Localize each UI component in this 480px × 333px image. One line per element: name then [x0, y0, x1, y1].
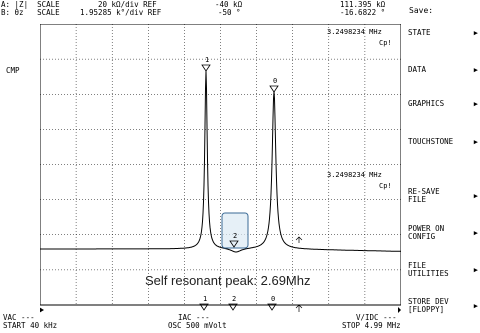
softkey-label: STORE DEV [FLOPPY] — [408, 297, 449, 314]
plot-frame — [40, 24, 401, 306]
freq-readout-top: 3.2498234 MHz — [327, 28, 382, 36]
stop-pointer-icon — [398, 307, 401, 313]
softkey-label: TOUCHSTONE — [408, 137, 454, 146]
iac-label: IAC --- — [178, 313, 210, 322]
impedance-trace — [40, 70, 401, 253]
cp-top: Cp! — [379, 39, 392, 47]
impedance-plot: 1 0 2 1 2 0 3.2498234 MHz Cp! 3.2498234 … — [40, 24, 401, 313]
softkey-state[interactable]: STATE ▶ — [408, 28, 480, 38]
softkey-label: POWER ON CONFIG — [408, 224, 445, 241]
freq-readout-mid: 3.2498234 MHz — [327, 171, 382, 179]
trace-a-header: A: |Z| SCALE — [1, 0, 60, 9]
svg-text:1: 1 — [203, 295, 207, 303]
arrow-right-icon: ▶ — [473, 229, 478, 237]
svg-text:2: 2 — [232, 295, 236, 303]
plot-grid — [40, 24, 401, 305]
svg-text:0: 0 — [271, 295, 275, 303]
cp-mid: Cp! — [379, 182, 392, 190]
arrow-right-icon: ▶ — [473, 66, 478, 74]
scale-a: 20 kΩ/div REF — [98, 0, 157, 9]
softkey-label: FILE UTILITIES — [408, 261, 449, 278]
stop-freq: STOP 4.99 MHz — [342, 321, 401, 330]
arrow-right-icon: ▶ — [473, 266, 478, 274]
bottom-markers: 1 2 0 — [199, 295, 303, 312]
marker-2-label: 2 — [233, 232, 237, 240]
start-pointer-icon — [40, 307, 44, 313]
marker-value-b: -16.6822 ° — [340, 8, 386, 17]
softkey-store-dev[interactable]: STORE DEV [FLOPPY] ▶ — [408, 298, 480, 314]
osc-level: OSC 500 mVolt — [168, 321, 227, 330]
marker-2: 2 — [229, 232, 239, 248]
arrow-right-icon: ▶ — [473, 302, 478, 310]
marker-value-a: 111.395 kΩ — [340, 0, 386, 9]
annotation-text: Self resonant peak: 2.69Mhz — [145, 273, 311, 288]
softkey-data[interactable]: DATA ▶ — [408, 65, 480, 75]
softkey-menu: Save: STATE ▶ DATA ▶ GRAPHICS ▶ TOUCHSTO… — [404, 0, 480, 333]
softkey-label: STATE — [408, 28, 431, 37]
start-freq: START 40 kHz — [3, 321, 58, 330]
arrow-right-icon: ▶ — [473, 29, 478, 37]
ref-b: -50 ° — [218, 8, 241, 17]
trace-b-header: B: θz SCALE — [1, 8, 60, 17]
softkey-label: DATA — [408, 65, 427, 74]
marker-0: 0 — [269, 77, 279, 93]
vidc-label: V/IDC --- — [356, 313, 397, 322]
softkey-label: RE-SAVE FILE — [408, 187, 440, 204]
cursor-arrow-icon — [295, 236, 303, 243]
softkey-graphics[interactable]: GRAPHICS ▶ — [408, 99, 480, 109]
cmp-label: CMP — [6, 66, 20, 75]
softkey-file-utilities[interactable]: FILE UTILITIES ▶ — [408, 262, 480, 278]
vac-label: VAC --- — [3, 313, 35, 322]
marker-1-label: 1 — [205, 56, 209, 64]
scale-b: 1.95285 k°/div REF — [80, 8, 162, 17]
highlight-box — [221, 212, 249, 249]
arrow-right-icon: ▶ — [473, 100, 478, 108]
menu-title: Save: — [409, 6, 434, 15]
arrow-right-icon: ▶ — [473, 138, 478, 146]
arrow-right-icon: ▶ — [473, 192, 478, 200]
softkey-touchstone[interactable]: TOUCHSTONE ▶ — [408, 137, 480, 147]
marker-1: 1 — [201, 56, 211, 72]
softkey-re-save-file[interactable]: RE-SAVE FILE ▶ — [408, 188, 480, 204]
softkey-power-on-config[interactable]: POWER ON CONFIG ▶ — [408, 225, 480, 241]
marker-0-label: 0 — [273, 77, 277, 85]
ref-a: -40 kΩ — [215, 0, 243, 9]
softkey-label: GRAPHICS — [408, 99, 445, 108]
